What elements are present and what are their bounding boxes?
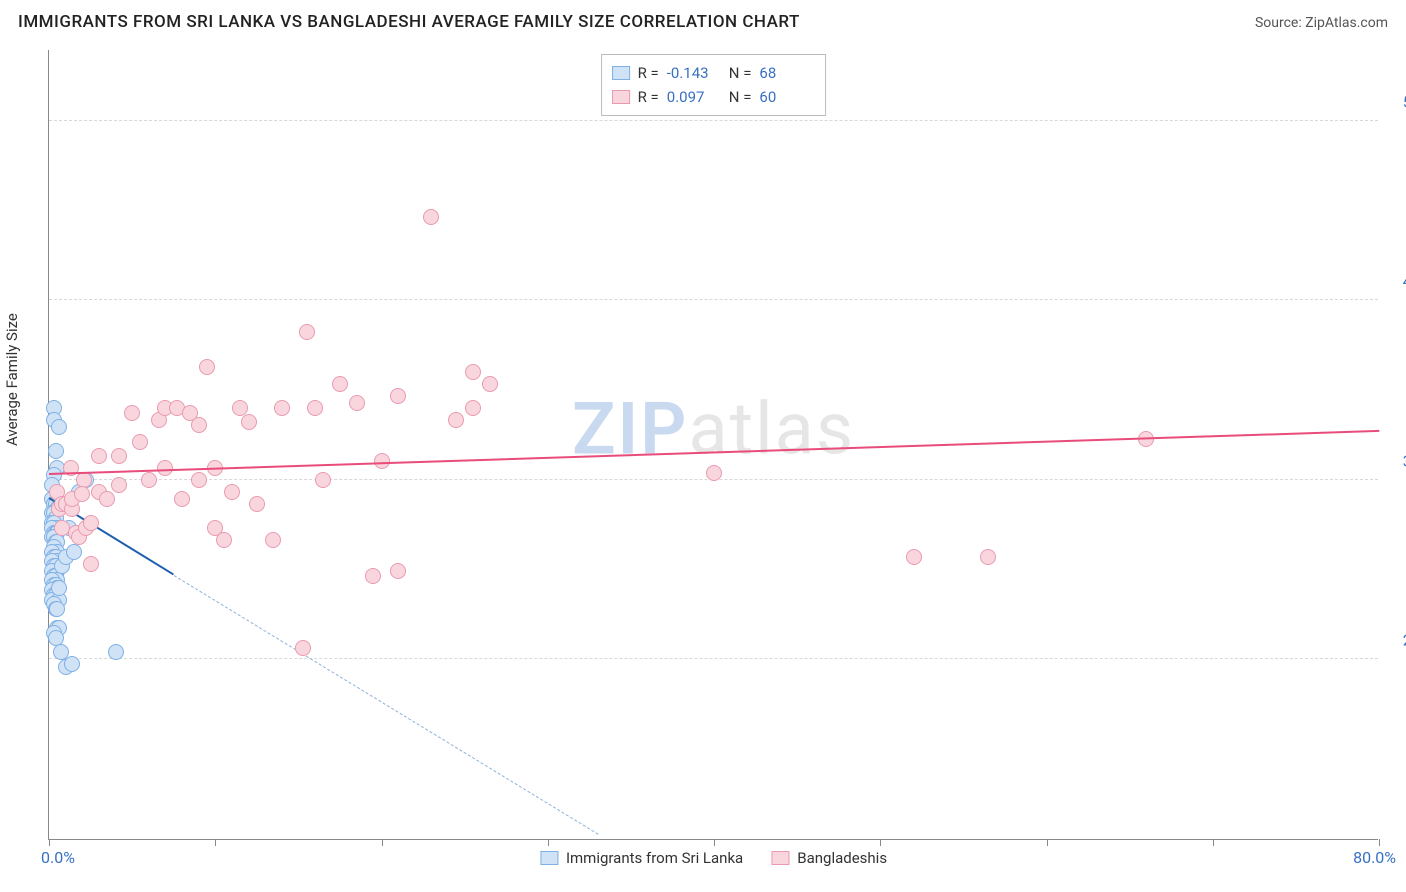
data-point — [390, 388, 406, 404]
data-point — [274, 400, 290, 416]
x-axis-min-label: 0.0% — [41, 848, 75, 867]
data-point — [906, 549, 922, 565]
x-tick — [714, 839, 715, 846]
r-label: R = — [638, 85, 659, 109]
data-point — [207, 520, 223, 536]
n-label: N = — [729, 85, 752, 109]
r-value: -0.143 — [667, 61, 721, 85]
legend-swatch — [612, 90, 630, 104]
data-point — [423, 209, 439, 225]
chart-title: IMMIGRANTS FROM SRI LANKA VS BANGLADESHI… — [18, 12, 800, 32]
legend-swatch — [540, 851, 558, 865]
data-point — [374, 453, 390, 469]
data-point — [390, 563, 406, 579]
watermark-zip: ZIP — [572, 386, 688, 471]
n-value: 68 — [759, 61, 813, 85]
legend-item: Immigrants from Sri Lanka — [540, 849, 743, 867]
data-point — [111, 477, 127, 493]
y-axis-label: Average Family Size — [3, 313, 21, 446]
data-point — [241, 414, 257, 430]
x-tick — [49, 839, 50, 846]
legend-stat-row: R = -0.143 N = 68 — [612, 61, 814, 85]
legend-label: Bangladeshis — [797, 849, 887, 867]
data-point — [83, 515, 99, 531]
data-point — [174, 491, 190, 507]
data-point — [91, 448, 107, 464]
data-point — [706, 465, 722, 481]
legend-swatch — [612, 66, 630, 80]
data-point — [49, 601, 65, 617]
watermark-atlas: atlas — [688, 386, 855, 471]
data-point — [191, 472, 207, 488]
x-tick — [548, 839, 549, 846]
y-tick-label: 2.75 — [1386, 631, 1406, 650]
chart-header: IMMIGRANTS FROM SRI LANKA VS BANGLADESHI… — [18, 12, 1388, 32]
data-point — [51, 419, 67, 435]
watermark-text: ZIPatlas — [572, 386, 855, 471]
legend-swatch — [771, 851, 789, 865]
legend-item: Bangladeshis — [771, 849, 887, 867]
gridline — [49, 658, 1378, 659]
r-value: 0.097 — [667, 85, 721, 109]
trend-line-extrapolated — [173, 575, 597, 834]
n-value: 60 — [759, 85, 813, 109]
r-label: R = — [638, 61, 659, 85]
data-point — [108, 644, 124, 660]
data-point — [64, 656, 80, 672]
data-point — [83, 556, 99, 572]
data-point — [465, 364, 481, 380]
x-tick — [880, 839, 881, 846]
data-point — [66, 544, 82, 560]
y-tick-label: 4.25 — [1386, 272, 1406, 291]
x-tick — [215, 839, 216, 846]
gridline — [49, 120, 1378, 121]
data-point — [157, 460, 173, 476]
data-point — [141, 472, 157, 488]
data-point — [48, 443, 64, 459]
correlation-legend: R = -0.143 N = 68 R = 0.097 N = 60 — [601, 54, 827, 116]
x-tick — [1213, 839, 1214, 846]
source-name: ZipAtlas.com — [1305, 15, 1388, 31]
data-point — [315, 472, 331, 488]
data-point — [51, 580, 67, 596]
data-point — [482, 376, 498, 392]
legend-label: Immigrants from Sri Lanka — [566, 849, 743, 867]
data-point — [265, 532, 281, 548]
data-point — [365, 568, 381, 584]
data-point — [224, 484, 240, 500]
data-point — [332, 376, 348, 392]
data-point — [199, 359, 215, 375]
data-point — [249, 496, 265, 512]
data-point — [299, 324, 315, 340]
data-point — [124, 405, 140, 421]
y-tick-label: 5.00 — [1386, 92, 1406, 111]
source-attribution: Source: ZipAtlas.com — [1255, 15, 1388, 31]
series-legend: Immigrants from Sri Lanka Bangladeshis — [540, 849, 887, 867]
x-tick — [1047, 839, 1048, 846]
y-tick-label: 3.50 — [1386, 451, 1406, 470]
source-prefix: Source: — [1255, 15, 1305, 31]
x-tick — [382, 839, 383, 846]
data-point — [349, 395, 365, 411]
data-point — [448, 412, 464, 428]
x-axis-max-label: 80.0% — [1353, 848, 1396, 867]
data-point — [99, 491, 115, 507]
data-point — [307, 400, 323, 416]
gridline — [49, 299, 1378, 300]
legend-stat-row: R = 0.097 N = 60 — [612, 85, 814, 109]
data-point — [132, 434, 148, 450]
data-point — [191, 417, 207, 433]
data-point — [465, 400, 481, 416]
n-label: N = — [729, 61, 752, 85]
data-point — [111, 448, 127, 464]
scatter-plot-area: ZIPatlas R = -0.143 N = 68R = 0.097 N = 60 0.0… — [48, 50, 1378, 840]
x-tick — [1379, 839, 1380, 846]
data-point — [980, 549, 996, 565]
data-point — [295, 640, 311, 656]
data-point — [74, 486, 90, 502]
